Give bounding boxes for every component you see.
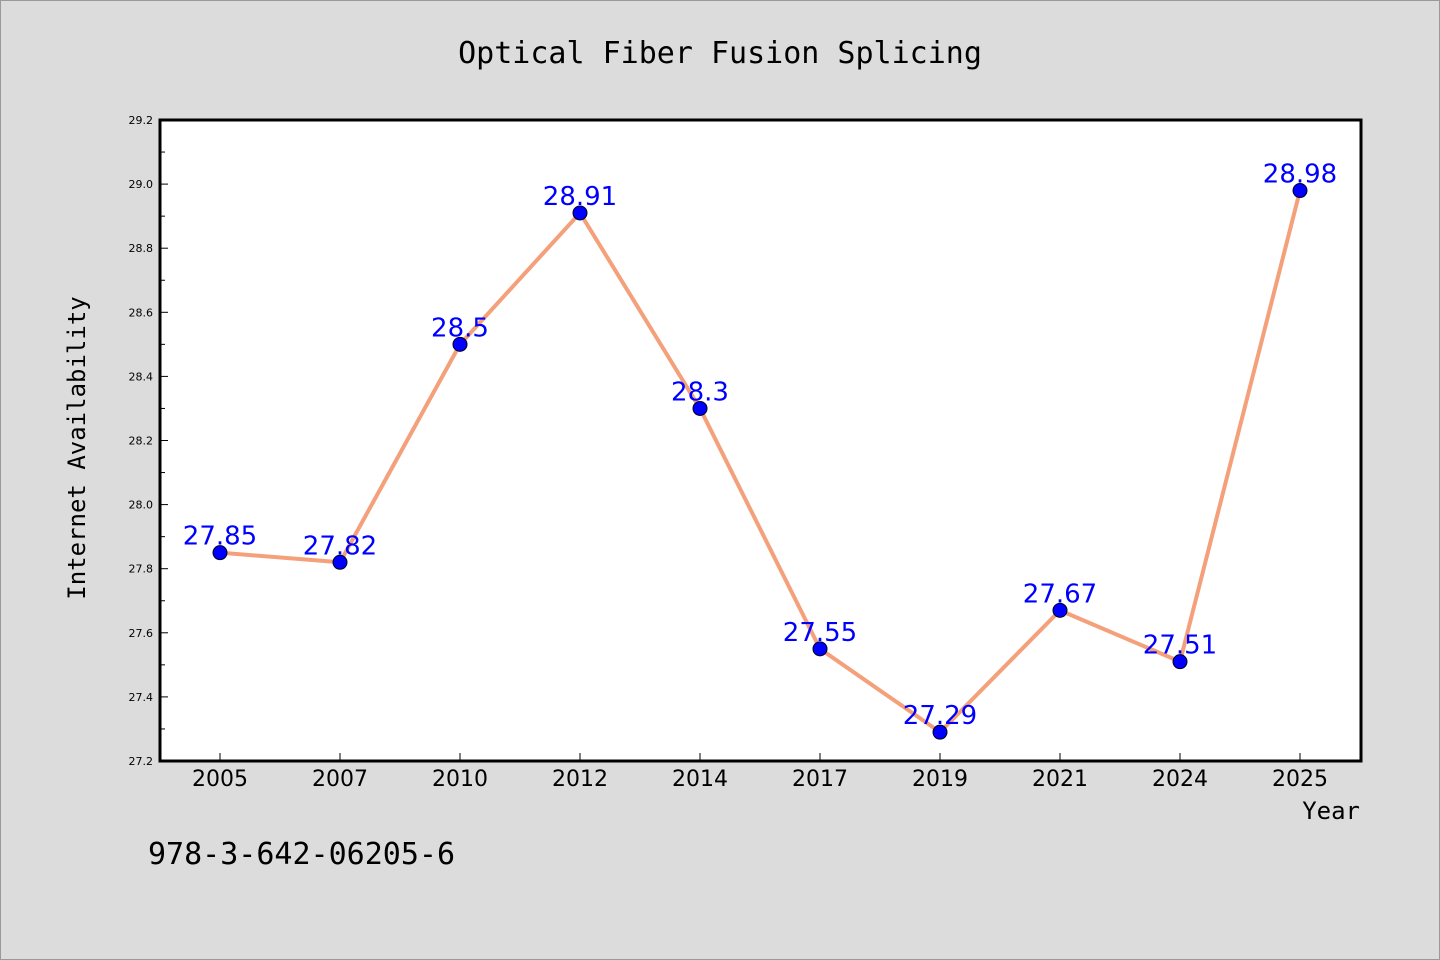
y-tick-label: 27.6 bbox=[129, 627, 154, 640]
x-tick-label: 2021 bbox=[1032, 767, 1088, 792]
data-point bbox=[932, 724, 948, 740]
y-tick-label: 27.8 bbox=[129, 563, 154, 576]
data-label: 27.51 bbox=[1143, 631, 1217, 661]
data-point bbox=[1292, 183, 1308, 199]
data-point bbox=[692, 400, 708, 416]
data-point bbox=[452, 336, 468, 352]
x-tick-label: 2019 bbox=[912, 767, 968, 792]
x-axis-label: Year bbox=[1302, 797, 1360, 825]
data-point bbox=[1052, 602, 1068, 618]
y-tick-label: 28.6 bbox=[129, 306, 154, 319]
series-line bbox=[219, 190, 1302, 735]
x-axis: 2005 2007 2010 2012 2014 2017 2019 2021 2024 2025 bbox=[192, 753, 1328, 792]
data-label: 27.67 bbox=[1023, 579, 1097, 609]
data-point bbox=[1172, 654, 1188, 670]
x-tick-label: 2024 bbox=[1152, 767, 1208, 792]
data-point bbox=[812, 641, 828, 657]
data-point bbox=[572, 205, 588, 221]
y-tick-label: 29.2 bbox=[129, 114, 154, 127]
data-label: 28.5 bbox=[431, 313, 489, 343]
data-label: 28.98 bbox=[1263, 160, 1337, 190]
data-label: 27.55 bbox=[783, 618, 857, 648]
data-label: 28.3 bbox=[671, 377, 729, 407]
y-tick-label: 29.0 bbox=[129, 178, 154, 191]
chart-title: Optical Fiber Fusion Splicing bbox=[458, 36, 982, 71]
data-label: 27.29 bbox=[903, 701, 977, 731]
x-tick-label: 2005 bbox=[192, 767, 248, 792]
data-label: 27.82 bbox=[303, 531, 377, 561]
y-tick-label: 27.4 bbox=[129, 691, 154, 704]
x-tick-label: 2017 bbox=[792, 767, 848, 792]
y-axis-label: Internet Availability bbox=[63, 296, 91, 599]
x-tick-label: 2007 bbox=[312, 767, 368, 792]
x-tick-label: 2014 bbox=[672, 767, 728, 792]
data-point bbox=[332, 554, 348, 570]
data-labels: 27.85 27.82 28.5 28.91 28.3 27.55 27.29 27.67 27… bbox=[183, 160, 1337, 732]
data-label: 28.91 bbox=[543, 182, 617, 212]
y-tick-label: 27.2 bbox=[129, 755, 154, 768]
y-tick-label: 28.2 bbox=[129, 435, 154, 448]
x-tick-label: 2025 bbox=[1272, 767, 1328, 792]
y-tick-label: 28.8 bbox=[129, 242, 154, 255]
y-tick-label: 28.0 bbox=[129, 499, 154, 512]
series-line-group bbox=[219, 190, 1302, 735]
data-markers bbox=[212, 183, 1308, 740]
isbn-annotation: 978-3-642-06205-6 bbox=[148, 837, 455, 872]
y-tick-label: 28.4 bbox=[129, 370, 154, 383]
x-tick-label: 2010 bbox=[432, 767, 488, 792]
data-point bbox=[212, 545, 228, 561]
x-tick-label: 2012 bbox=[552, 767, 608, 792]
y-axis: 27.2 27.4 27.6 27.8 28.0 28.2 28.4 28.6 28.8 29.0… bbox=[129, 114, 168, 768]
data-label: 27.85 bbox=[183, 522, 257, 552]
